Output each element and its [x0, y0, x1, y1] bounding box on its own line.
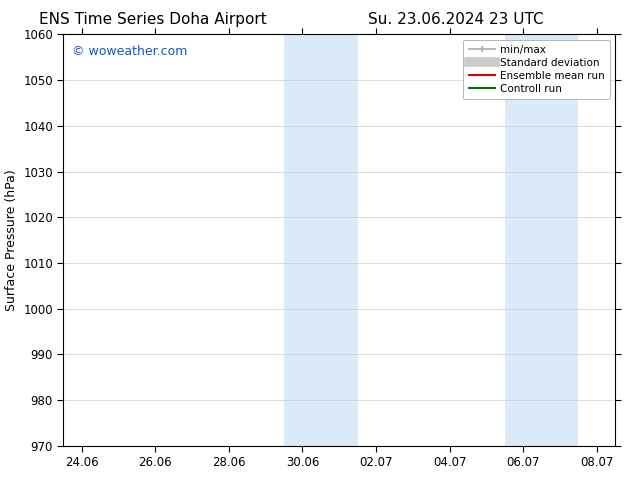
Bar — [505, 34, 578, 446]
Bar — [284, 34, 358, 446]
Text: Su. 23.06.2024 23 UTC: Su. 23.06.2024 23 UTC — [368, 12, 543, 27]
Text: ENS Time Series Doha Airport: ENS Time Series Doha Airport — [39, 12, 266, 27]
Text: © woweather.com: © woweather.com — [72, 45, 187, 58]
Y-axis label: Surface Pressure (hPa): Surface Pressure (hPa) — [4, 169, 18, 311]
Legend: min/max, Standard deviation, Ensemble mean run, Controll run: min/max, Standard deviation, Ensemble me… — [463, 40, 610, 99]
